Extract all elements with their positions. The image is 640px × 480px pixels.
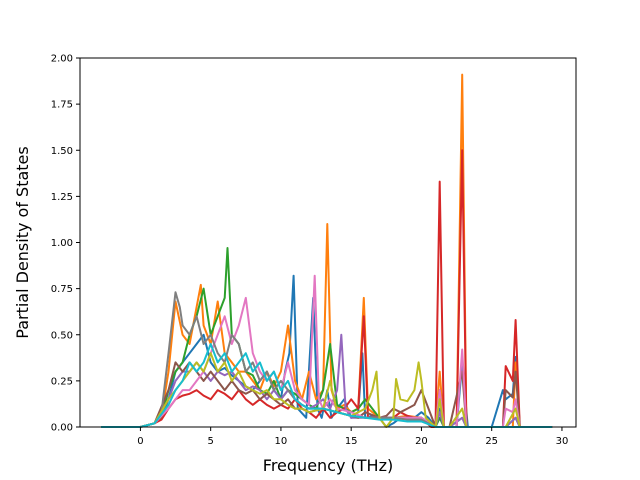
y-axis-label: Partial Density of States — [13, 146, 32, 338]
y-axis: 0.00 0.25 0.50 0.75 1.00 1.25 1.50 1.75 2.00 — [51, 54, 80, 434]
series-line-2 — [101, 73, 553, 428]
x-tick-label: 0 — [137, 436, 143, 447]
y-tick-label: 1.00 — [51, 238, 73, 249]
x-tick-label: 10 — [275, 436, 288, 447]
x-tick-label: 30 — [556, 436, 569, 447]
y-tick-label: 1.25 — [51, 192, 73, 203]
y-tick-label: 1.50 — [51, 146, 73, 157]
x-axis-label: Frequency (THz) — [263, 456, 393, 475]
y-tick-label: 1.75 — [51, 100, 73, 111]
x-tick-label: 25 — [485, 436, 498, 447]
y-tick-label: 2.00 — [51, 54, 73, 65]
x-tick-label: 20 — [415, 436, 428, 447]
y-tick-label: 0.00 — [51, 423, 73, 434]
x-axis: 0 5 10 15 20 25 30 — [137, 427, 568, 447]
x-tick-label: 5 — [207, 436, 213, 447]
x-tick-label: 15 — [345, 436, 358, 447]
y-tick-label: 0.75 — [51, 284, 73, 295]
y-tick-label: 0.50 — [51, 330, 73, 341]
y-tick-label: 0.25 — [51, 376, 73, 387]
